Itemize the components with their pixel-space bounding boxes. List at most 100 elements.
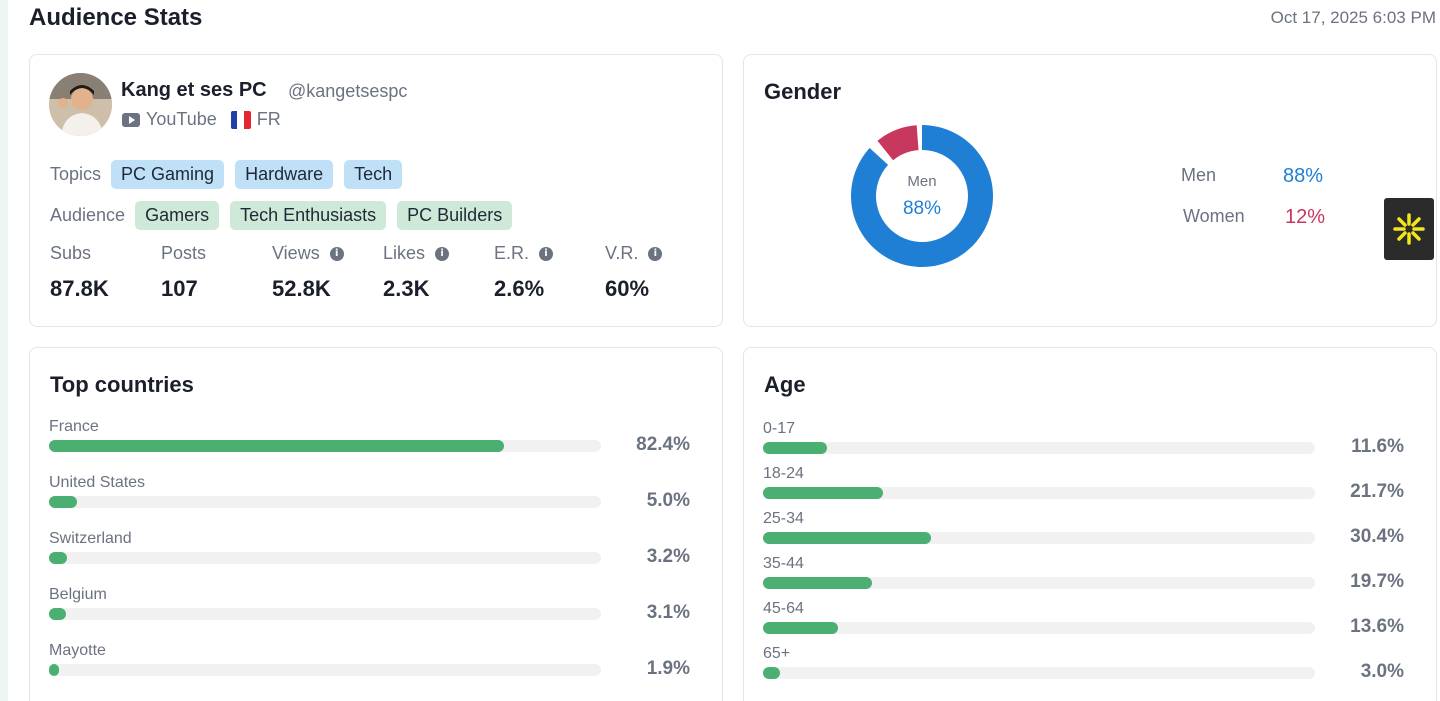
avatar	[49, 73, 112, 136]
age-group-bar-track	[763, 442, 1315, 454]
age-group-percent: 30.4%	[1350, 526, 1404, 547]
age-group-bar-track	[763, 487, 1315, 499]
age-group-label: 25-34	[763, 510, 804, 527]
gender-title: Gender	[764, 79, 842, 104]
stat-label: Posts	[161, 243, 207, 263]
country-bar-track	[49, 608, 601, 620]
age-group-percent: 19.7%	[1350, 571, 1404, 592]
country-label: United States	[49, 474, 146, 491]
age-group-bar-track	[763, 622, 1315, 634]
age-group-percent: 3.0%	[1360, 661, 1404, 682]
age-group-bar-fill	[763, 442, 828, 454]
age-group-bar-fill	[763, 532, 931, 544]
audience-row: Audience Gamers Tech Enthusiasts PC Buil…	[50, 201, 523, 230]
profile-card: Kang et ses PC @kangetsespc YouTube FR T…	[29, 54, 723, 327]
donut-center-label: Men	[907, 173, 936, 190]
age-group-bar-fill	[763, 667, 780, 679]
stat-label: V.R.	[605, 243, 639, 263]
country-percent: 1.9%	[646, 658, 690, 679]
youtube-icon	[122, 112, 140, 127]
stat-value: 107	[161, 276, 198, 301]
age-group-bar-fill	[763, 622, 839, 634]
age-group-label: 18-24	[763, 465, 804, 482]
stat-subs: Subs 87.8K	[50, 243, 161, 302]
stat-value: 52.8K	[272, 276, 331, 301]
age-group-label: 45-64	[763, 600, 804, 617]
top-countries-card: Top countries France 82.4% United States 5.…	[29, 347, 723, 701]
age-group-label: 65+	[763, 645, 791, 662]
country-percent: 3.1%	[646, 602, 690, 623]
country-percent: 5.0%	[646, 490, 690, 511]
audience-tag[interactable]: Tech Enthusiasts	[230, 201, 387, 230]
topic-tag[interactable]: Hardware	[235, 160, 334, 189]
country-bar-fill	[49, 496, 77, 508]
donut-center-value: 88%	[903, 198, 941, 219]
profile-handle: @kangetsespc	[288, 81, 408, 101]
age-group-bar-track	[763, 667, 1315, 679]
age-group-bar-track	[763, 577, 1315, 589]
page-title: Audience Stats	[29, 4, 203, 31]
country-label: Mayotte	[49, 642, 106, 659]
country-bar-fill	[49, 608, 67, 620]
info-icon[interactable]: i	[648, 246, 663, 261]
age-group-bar-fill	[763, 577, 872, 589]
platform-name: YouTube	[146, 109, 217, 129]
countries-title: Top countries	[50, 372, 194, 397]
stat-views: Views i 52.8K	[272, 243, 383, 302]
age-group-percent: 21.7%	[1350, 481, 1404, 502]
profile-name[interactable]: Kang et ses PC	[121, 79, 267, 101]
country-percent: 82.4%	[636, 434, 690, 455]
gender-donut-chart: Men 88%	[851, 125, 993, 267]
age-title: Age	[764, 372, 806, 397]
country-bar-fill	[49, 552, 67, 564]
info-icon[interactable]: i	[435, 246, 450, 261]
platform-row: YouTube FR	[122, 109, 281, 130]
report-timestamp: Oct 17, 2025 6:03 PM	[1270, 8, 1436, 27]
country-bar-track	[49, 496, 601, 508]
age-group-percent: 11.6%	[1351, 436, 1404, 457]
stat-label: Likes	[383, 243, 426, 263]
topics-row: Topics PC Gaming Hardware Tech	[50, 160, 413, 189]
topics-label: Topics	[50, 164, 102, 184]
country-label: Belgium	[49, 586, 107, 603]
stat-value: 60%	[605, 276, 650, 301]
country-label: France	[49, 418, 99, 435]
country-code: FR	[256, 109, 281, 129]
stat-value: 2.6%	[494, 276, 545, 301]
topic-tag[interactable]: PC Gaming	[111, 160, 225, 189]
country-bar-fill	[49, 664, 60, 676]
sparkle-icon	[1393, 213, 1425, 245]
age-group-bar-track	[763, 532, 1315, 544]
stat-label: E.R.	[494, 243, 530, 263]
legend-men-label: Men	[1181, 165, 1217, 185]
country-bar-fill	[49, 440, 504, 452]
country-bar-track	[49, 440, 601, 452]
audience-tag[interactable]: Gamers	[135, 201, 220, 230]
donut-segment-women[interactable]	[877, 125, 919, 161]
country-percent: 3.2%	[646, 546, 690, 567]
stat-posts: Posts 107	[161, 243, 272, 302]
topic-tag[interactable]: Tech	[344, 160, 403, 189]
stat-likes: Likes i 2.3K	[383, 243, 494, 302]
country-bar-track	[49, 552, 601, 564]
stats-row: Subs 87.8K Posts 107 Views i 52.8K Likes i…	[50, 243, 716, 302]
donut-segment-men[interactable]	[851, 125, 993, 267]
legend-women-value: 12%	[1285, 206, 1326, 228]
audience-tag[interactable]: PC Builders	[397, 201, 513, 230]
gender-card: Gender Men 88% Men 88% Women 12%	[743, 54, 1437, 327]
stat-view-rate: V.R. i 60%	[605, 243, 716, 302]
legend-women-label: Women	[1183, 206, 1245, 226]
page-left-edge	[0, 0, 8, 701]
stat-engagement-rate: E.R. i 2.6%	[494, 243, 605, 302]
age-group-bar-fill	[763, 487, 883, 499]
info-icon[interactable]: i	[539, 246, 554, 261]
assistant-widget-button[interactable]	[1384, 198, 1434, 260]
stat-label: Subs	[50, 243, 92, 263]
info-icon[interactable]: i	[329, 246, 344, 261]
stat-value: 2.3K	[383, 276, 430, 301]
country-label: Switzerland	[49, 530, 132, 547]
stat-value: 87.8K	[50, 276, 109, 301]
age-card: Age 0-17 11.6% 18-24 21.7% 25-34 30.4% 35-44 19…	[743, 347, 1437, 701]
stat-label: Views	[272, 243, 320, 263]
audience-label: Audience	[50, 205, 126, 225]
